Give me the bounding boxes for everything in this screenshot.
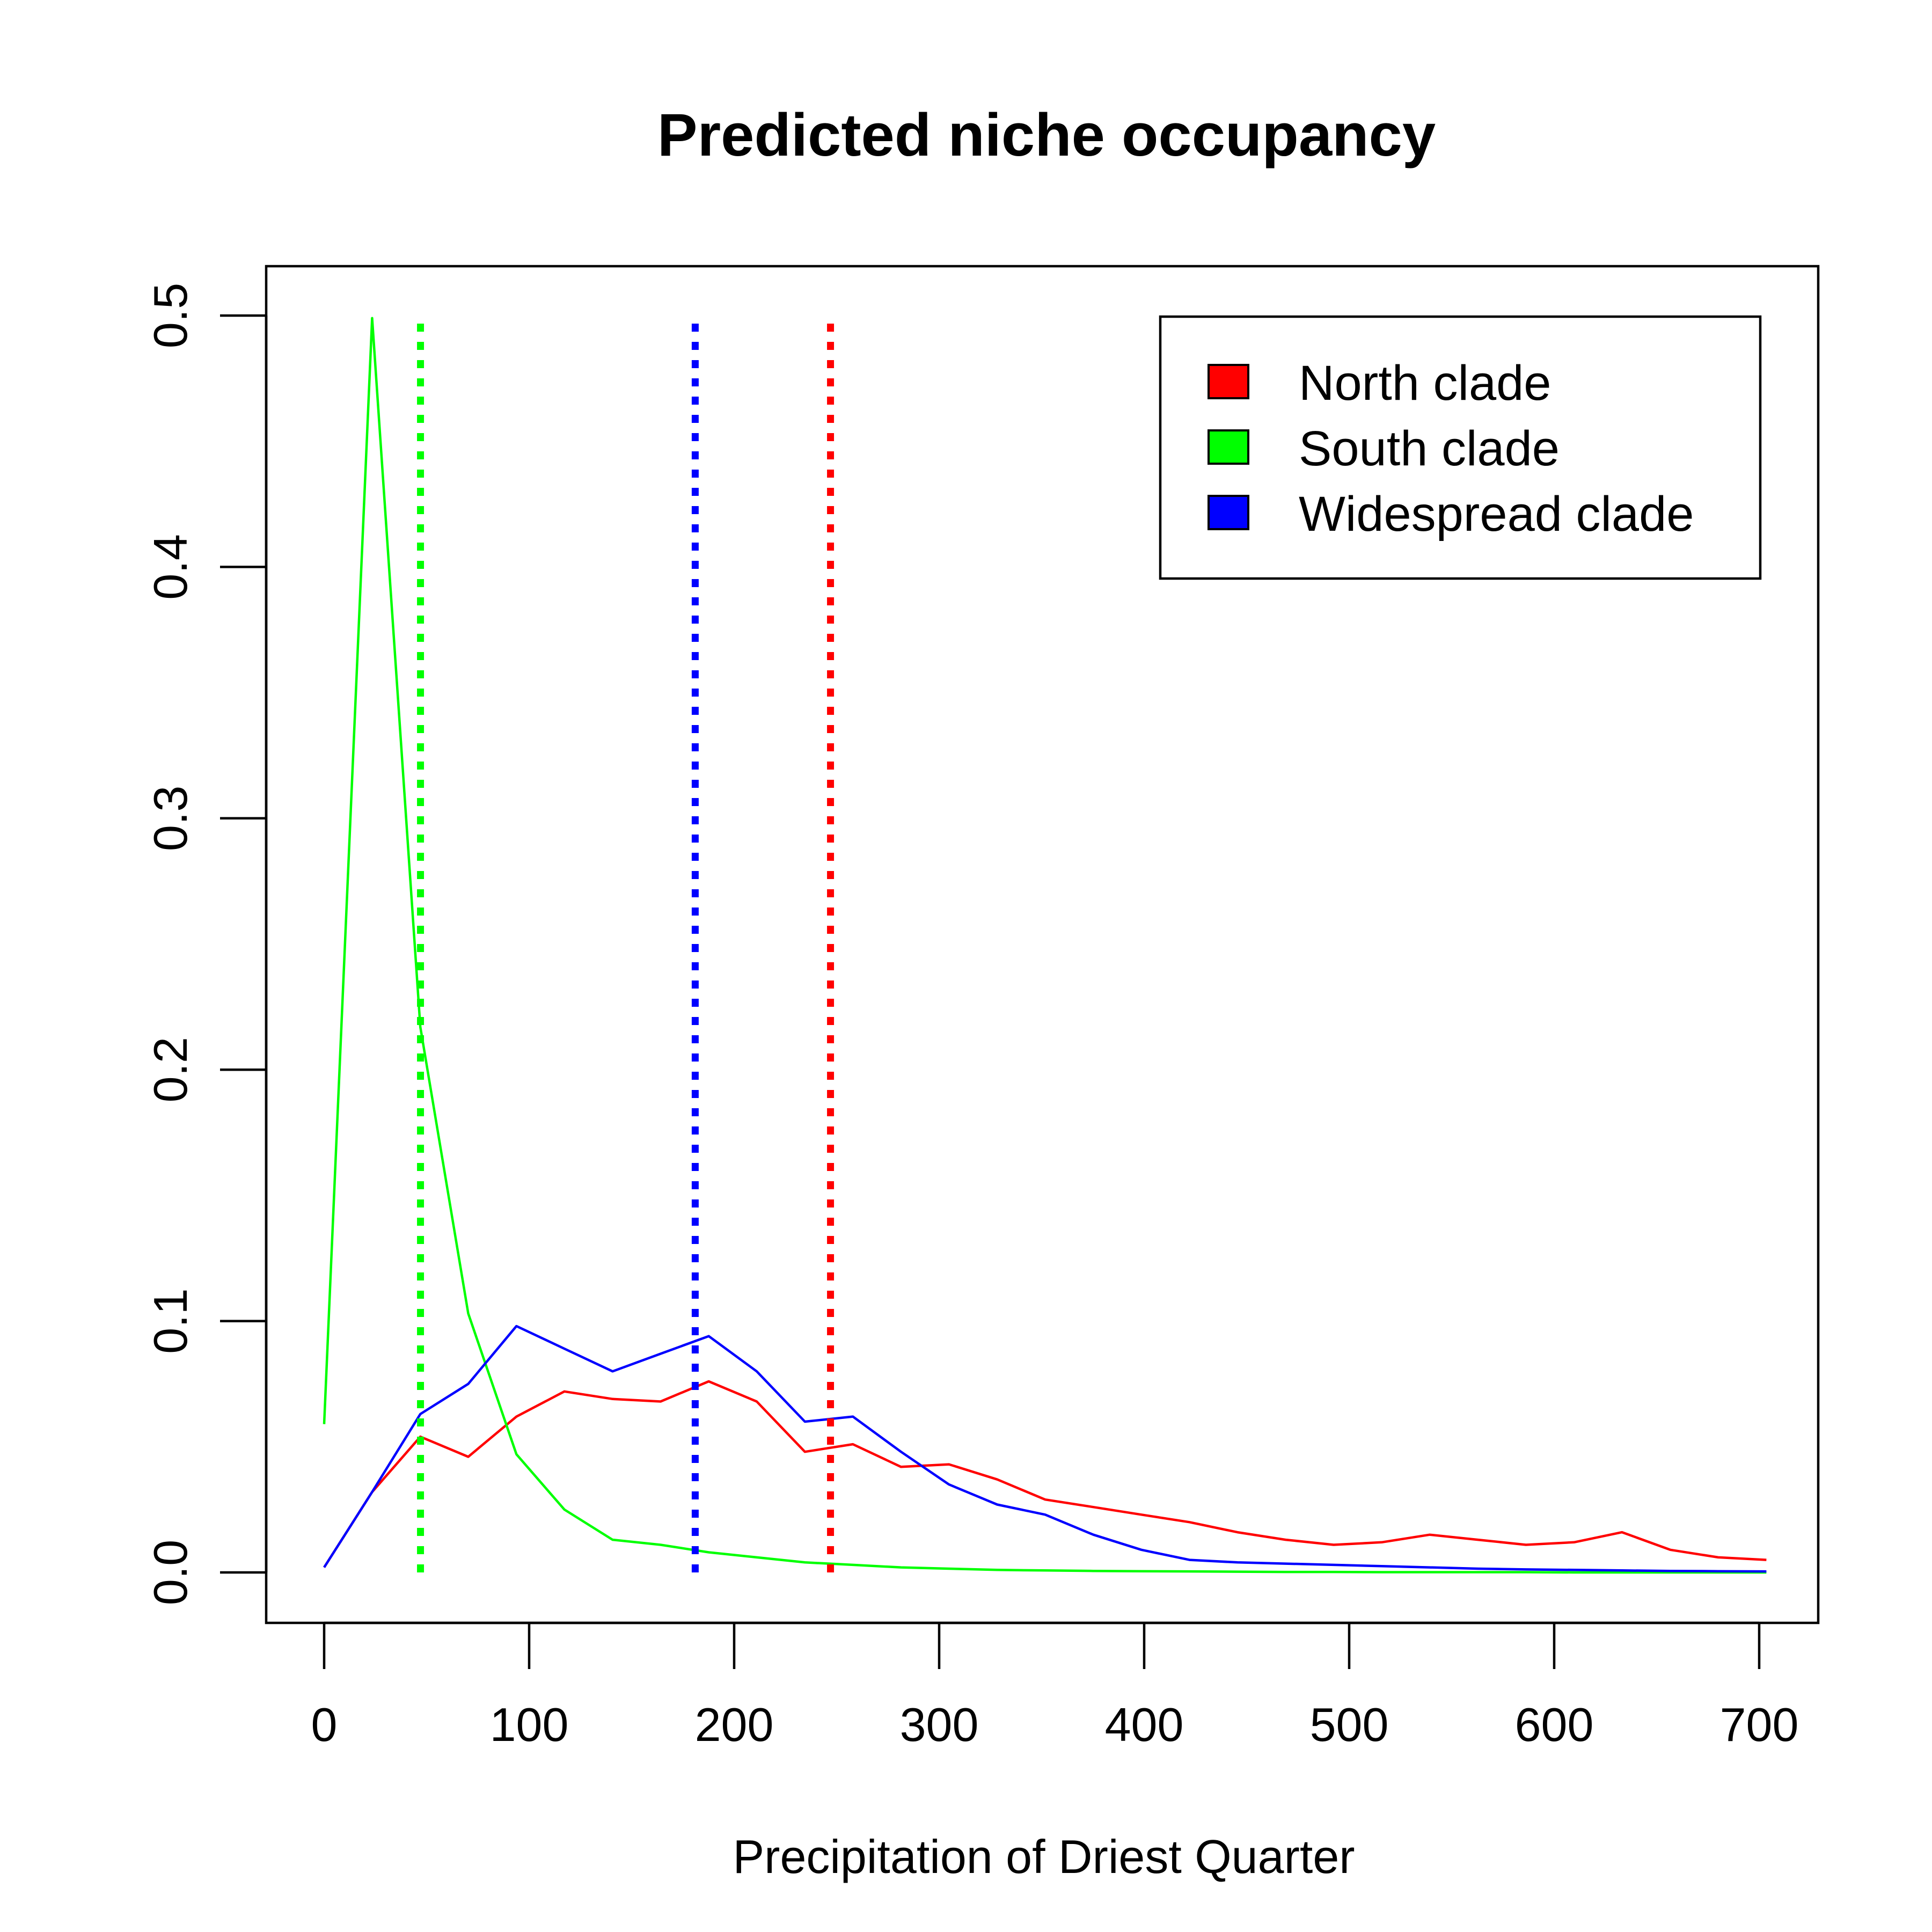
legend-swatch: [1208, 364, 1249, 399]
x-tick-label: 500: [1310, 1698, 1389, 1751]
y-tick-label: 0.1: [144, 1288, 197, 1353]
y-axis: 0.0 0.1 0.2 0.3 0.4 0.5: [144, 283, 268, 1605]
legend-label: Widespread clade: [1299, 487, 1694, 541]
plot-lines: [323, 317, 1767, 1574]
y-tick-label: 0.2: [144, 1037, 197, 1102]
series-line-north-clade: [323, 1380, 1767, 1568]
legend-label: South clade: [1299, 421, 1560, 476]
y-tick-label: 0.0: [144, 1540, 197, 1605]
x-tick-label: 0: [311, 1698, 338, 1751]
x-axis-label: Precipitation of Driest Quarter: [733, 1830, 1355, 1883]
series-line-south-clade: [323, 317, 1767, 1574]
y-tick-label: 0.4: [144, 534, 197, 599]
x-tick-label: 700: [1720, 1698, 1799, 1751]
x-tick-label: 400: [1105, 1698, 1184, 1751]
x-tick-label: 300: [900, 1698, 979, 1751]
mean-lines: [417, 316, 835, 1572]
legend-swatch: [1208, 429, 1249, 465]
y-tick-label: 0.5: [144, 283, 197, 348]
legend-box: [1159, 315, 1762, 580]
legend-swatch: [1208, 495, 1249, 530]
legend: North clade South clade Widespread clade: [1159, 315, 1762, 580]
x-axis: 0 100 200 300 400 500 600 700: [311, 1621, 1799, 1751]
y-tick-label: 0.3: [144, 786, 197, 851]
plot-frame: [265, 265, 1820, 1624]
x-tick-label: 600: [1515, 1698, 1594, 1751]
x-tick-label: 100: [490, 1698, 569, 1751]
series-line-widespread-clade: [323, 1324, 1767, 1573]
legend-label: North clade: [1299, 356, 1551, 411]
x-tick-label: 200: [695, 1698, 774, 1751]
chart-title: Predicted niche occupancy: [657, 101, 1436, 169]
